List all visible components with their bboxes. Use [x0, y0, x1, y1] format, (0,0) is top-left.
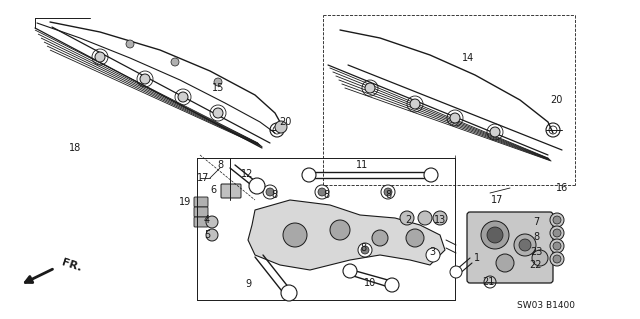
Circle shape — [381, 185, 395, 199]
Circle shape — [343, 264, 357, 278]
Text: 8: 8 — [385, 190, 391, 200]
Circle shape — [283, 223, 307, 247]
Circle shape — [550, 252, 564, 266]
Text: 20: 20 — [550, 95, 562, 105]
Circle shape — [171, 58, 179, 66]
Text: 15: 15 — [212, 83, 224, 93]
FancyBboxPatch shape — [221, 184, 241, 198]
Text: 10: 10 — [364, 278, 376, 288]
Text: 8: 8 — [360, 243, 366, 253]
Circle shape — [481, 221, 509, 249]
Circle shape — [178, 92, 188, 102]
Text: 16: 16 — [556, 183, 568, 193]
Circle shape — [450, 266, 462, 278]
Circle shape — [496, 254, 514, 272]
Circle shape — [433, 211, 447, 225]
Text: 4: 4 — [204, 215, 210, 225]
Circle shape — [400, 211, 414, 225]
Circle shape — [315, 185, 329, 199]
Circle shape — [358, 243, 372, 257]
Circle shape — [140, 74, 150, 84]
Circle shape — [553, 216, 561, 224]
Circle shape — [550, 213, 564, 227]
Text: 20: 20 — [279, 117, 291, 127]
Circle shape — [514, 234, 536, 256]
Text: 11: 11 — [356, 160, 368, 170]
Text: 2: 2 — [405, 215, 411, 225]
Circle shape — [361, 246, 369, 254]
Circle shape — [206, 216, 218, 228]
Circle shape — [410, 99, 420, 109]
Text: 17: 17 — [197, 173, 209, 183]
Circle shape — [330, 220, 350, 240]
Circle shape — [532, 250, 548, 266]
FancyBboxPatch shape — [194, 207, 208, 217]
Text: 13: 13 — [434, 215, 446, 225]
Circle shape — [550, 226, 564, 240]
FancyBboxPatch shape — [467, 212, 553, 283]
Text: 12: 12 — [241, 169, 253, 179]
Text: 8: 8 — [271, 190, 277, 200]
Circle shape — [553, 242, 561, 250]
Circle shape — [450, 113, 460, 123]
Text: 3: 3 — [429, 247, 435, 257]
Circle shape — [95, 52, 105, 62]
Circle shape — [372, 230, 388, 246]
Circle shape — [487, 227, 503, 243]
Circle shape — [365, 83, 375, 93]
FancyBboxPatch shape — [194, 197, 208, 207]
Text: 23: 23 — [530, 247, 542, 257]
Circle shape — [406, 229, 424, 247]
Text: 8: 8 — [533, 232, 539, 242]
Text: 19: 19 — [179, 197, 191, 207]
Circle shape — [490, 127, 500, 137]
Text: FR.: FR. — [60, 257, 83, 273]
Text: 14: 14 — [462, 53, 474, 63]
Polygon shape — [248, 200, 445, 270]
Circle shape — [318, 188, 326, 196]
Circle shape — [214, 78, 222, 86]
Circle shape — [263, 185, 277, 199]
Circle shape — [519, 239, 531, 251]
Circle shape — [418, 211, 432, 225]
Text: 7: 7 — [533, 217, 539, 227]
Circle shape — [281, 285, 297, 301]
Text: 22: 22 — [530, 260, 542, 270]
Text: 21: 21 — [482, 277, 494, 287]
Text: 9: 9 — [245, 279, 251, 289]
Circle shape — [275, 121, 287, 133]
Circle shape — [553, 255, 561, 263]
Circle shape — [426, 248, 440, 262]
Circle shape — [302, 168, 316, 182]
Text: 8: 8 — [323, 190, 329, 200]
Circle shape — [249, 178, 265, 194]
FancyBboxPatch shape — [194, 217, 208, 227]
Circle shape — [424, 168, 438, 182]
Text: 18: 18 — [69, 143, 81, 153]
Text: 8: 8 — [217, 160, 223, 170]
Text: 1: 1 — [474, 253, 480, 263]
Circle shape — [385, 278, 399, 292]
Circle shape — [266, 188, 274, 196]
Circle shape — [550, 239, 564, 253]
Text: 17: 17 — [491, 195, 503, 205]
Circle shape — [213, 108, 223, 118]
Text: 6: 6 — [210, 185, 216, 195]
Circle shape — [553, 229, 561, 237]
Circle shape — [126, 40, 134, 48]
Text: SW03 B1400: SW03 B1400 — [517, 300, 575, 309]
Circle shape — [206, 229, 218, 241]
Text: 5: 5 — [204, 230, 210, 240]
Circle shape — [384, 188, 392, 196]
